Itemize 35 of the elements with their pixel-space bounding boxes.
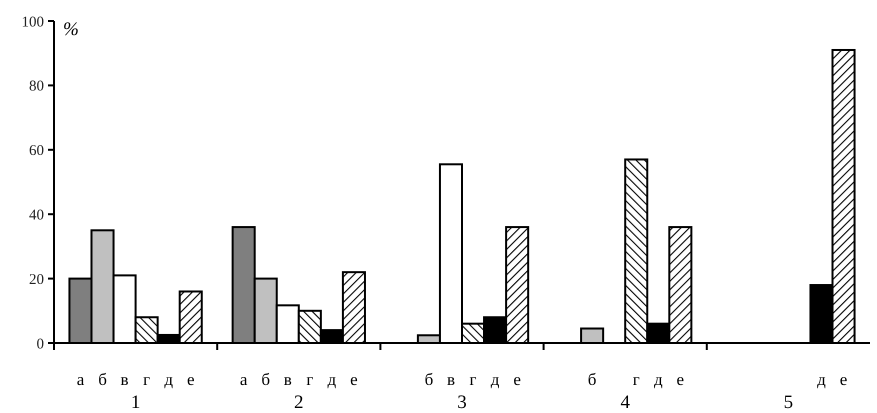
text: е xyxy=(676,370,684,389)
y-tick-label: 80 xyxy=(29,78,44,95)
y-axis-title: % xyxy=(63,19,79,40)
y-tick-label: 0 xyxy=(36,336,44,352)
text: б xyxy=(588,370,596,389)
text: г xyxy=(306,370,314,389)
x-tick-label: 3 xyxy=(457,392,467,413)
y-tick-label: 40 xyxy=(29,207,44,224)
series-label: в xyxy=(120,370,129,389)
text: г xyxy=(632,370,640,389)
text: в xyxy=(446,370,455,389)
text: д xyxy=(654,370,663,389)
series-label: г xyxy=(143,370,150,389)
y-tick-label: 20 xyxy=(29,272,44,288)
text: б xyxy=(261,370,270,389)
x-tick-label: 2 xyxy=(294,392,304,413)
text: г xyxy=(470,370,477,389)
series-label: д xyxy=(164,370,174,389)
text: а xyxy=(240,370,248,389)
x-tick-label: 4 xyxy=(620,392,630,413)
y-tick-label: 60 xyxy=(29,143,44,160)
series-label: а xyxy=(76,370,85,389)
y-tick-label: 100 xyxy=(22,14,44,30)
x-tick-label: 1 xyxy=(130,392,140,413)
text: б xyxy=(424,370,434,389)
text: в xyxy=(284,370,292,389)
series-label: е xyxy=(186,370,195,389)
text: е xyxy=(840,370,848,389)
series-label: б xyxy=(98,370,107,389)
text: е xyxy=(513,370,521,389)
text: д xyxy=(328,370,336,389)
text: д xyxy=(490,370,500,389)
x-tick-label: 5 xyxy=(784,392,794,413)
text: е xyxy=(350,370,358,389)
text: д xyxy=(817,370,826,389)
